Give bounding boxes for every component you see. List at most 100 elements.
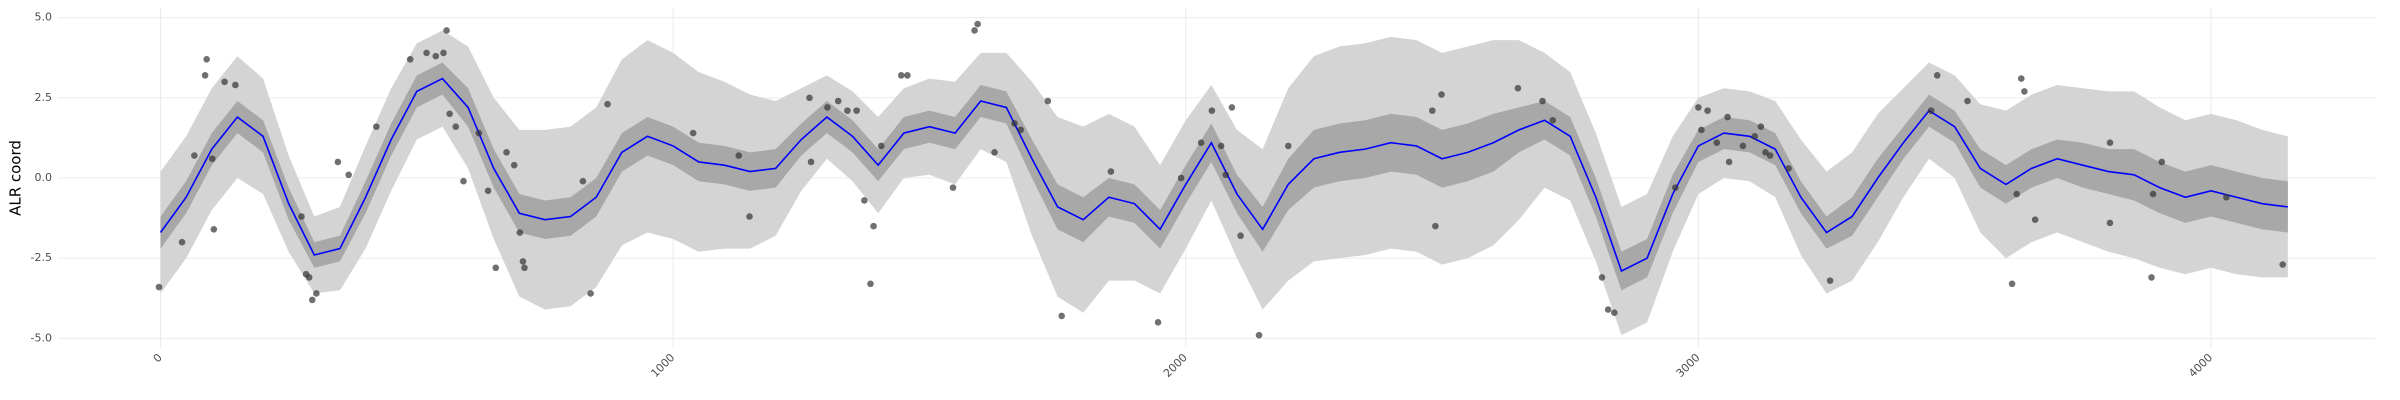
data-point [510,161,518,169]
data-point [1044,97,1052,105]
data-point [824,104,831,111]
data-point [861,197,868,204]
data-point [406,56,414,63]
data-point [452,123,460,130]
data-point [587,290,594,297]
data-point [1826,277,1834,284]
y-tick-label: 2.5 [35,91,53,104]
data-point [974,20,981,28]
data-point [807,158,815,166]
data-point [1284,142,1292,150]
data-point [308,296,316,304]
data-point [604,100,611,108]
data-point [2008,280,2016,288]
data-point [1237,232,1244,240]
y-tick-label: -5.0 [31,331,52,344]
data-point [1539,97,1546,105]
data-point [1017,126,1024,134]
data-point [2013,190,2020,198]
data-point [1933,72,1941,79]
data-point [844,107,851,114]
data-point [345,171,352,179]
data-point [735,152,743,159]
data-point [1927,107,1935,114]
data-point [1222,171,1230,179]
data-point [1725,158,1733,166]
data-point [1757,123,1765,130]
data-point [1154,319,1162,326]
data-point [991,149,998,156]
data-point [2017,75,2025,82]
data-point [2223,193,2230,201]
x-tick-label: 3000 [1674,351,1703,380]
data-point [806,94,813,102]
data-point [201,72,209,79]
data-point [1785,165,1792,172]
data-point [1598,274,1606,281]
data-point [446,110,453,118]
data-point [2279,261,2287,268]
data-point [191,152,198,159]
data-point [443,27,450,34]
data-point [1739,142,1747,150]
data-point [208,155,216,163]
x-tick-label: 4000 [2186,351,2215,380]
y-tick-label: 5.0 [35,11,53,24]
data-point [1604,306,1612,313]
data-point [521,264,528,272]
data-point [475,129,483,137]
data-point [210,226,218,233]
data-point [1058,312,1065,320]
data-point [834,97,842,105]
data-point [484,187,492,195]
data-point [1217,142,1225,150]
data-point [853,107,860,114]
data-point [949,184,957,191]
data-point [1713,139,1721,147]
data-point [373,123,380,130]
data-point [203,56,210,63]
data-point [334,158,342,166]
data-point [492,264,500,272]
data-point [1549,116,1557,124]
data-point [1107,168,1115,175]
data-point [1514,84,1522,92]
data-point [2148,274,2155,281]
data-point [867,280,874,288]
y-tick-label: 0.0 [35,171,53,184]
data-point [1011,120,1018,127]
data-point [516,229,524,236]
x-tick-label: 1000 [648,351,677,380]
data-point [1429,107,1436,114]
y-tick-label: -2.5 [31,251,52,264]
data-point [746,213,753,220]
y-axis-label: ALR coord [7,140,25,216]
data-point [1695,104,1702,111]
data-point [1751,133,1759,140]
data-point [897,72,905,79]
data-point [2021,88,2028,95]
data-point [971,27,978,34]
data-point [904,72,911,79]
data-point [1228,104,1236,111]
data-point [1177,174,1185,182]
data-point [1766,152,1774,159]
data-point [155,283,163,291]
data-point [1698,126,1705,134]
data-point [1438,91,1445,98]
data-point [1671,184,1679,191]
data-point [178,238,186,246]
data-point [1432,222,1439,230]
data-point [423,49,430,57]
data-point [877,142,885,150]
data-point [1197,139,1205,147]
data-point [1610,309,1618,317]
data-point [1724,113,1731,121]
data-point [870,222,877,230]
data-point [313,290,320,297]
data-point [2031,216,2039,223]
data-point [2158,158,2166,166]
data-point [1208,107,1216,114]
data-point [1964,97,1971,105]
